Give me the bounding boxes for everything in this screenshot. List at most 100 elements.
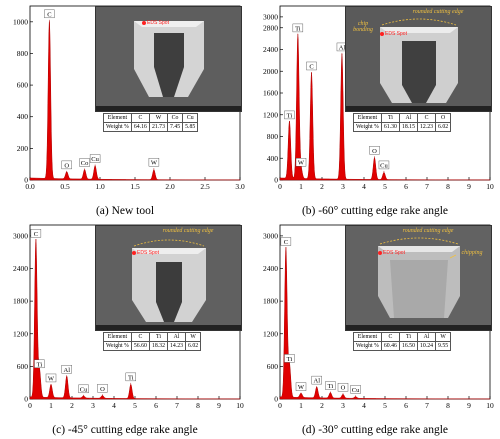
x-tick-label: 4 — [362, 182, 366, 191]
rounded-cutting-edge-label: rounded cutting edge — [412, 9, 464, 15]
peak-label: Cu — [80, 386, 88, 393]
peak-label: O — [372, 148, 377, 155]
peak-label: C — [309, 63, 313, 70]
eds-spot-marker: EDS Spot — [378, 250, 405, 256]
x-tick-label: 10 — [236, 401, 244, 410]
table-cell: 56.60 — [130, 341, 150, 351]
x-tick-label: 4 — [112, 401, 116, 410]
peak-label-box — [280, 237, 292, 246]
composition-table-a: Element C W Co Cu Weight % 64.16 21.73 7.45 5.85 — [103, 113, 199, 132]
panel-c: 0 600 1200 1800 2400 3000 0 1 2 3 4 5 6 7 8 9 10 C Ti W Al Cu… — [0, 219, 250, 439]
x-tick-label: 3 — [341, 401, 345, 410]
spectrum-area — [29, 239, 241, 400]
sem-image-a — [96, 7, 241, 111]
rounded-cutting-edge-label: rounded cutting edge — [162, 228, 214, 234]
peak-label: O — [64, 162, 69, 169]
table-header-cell: W — [148, 113, 168, 123]
y-tick-label: 0 — [274, 395, 278, 404]
peak-label-box — [295, 382, 307, 391]
y-tick-label: 1200 — [13, 329, 28, 338]
table-header-cell: Element — [103, 113, 132, 123]
y-tick-label: 3000 — [263, 12, 278, 21]
panel-b: 0 400 800 1200 1600 2000 2400 2800 3000 0 1 2 3 4 5 6 7 8… — [250, 0, 500, 219]
table-header-row: Element Ti Al C O — [353, 113, 452, 123]
y-tick-label: 0 — [274, 176, 278, 185]
sem-inset-c: rounded cutting edge EDS Spot — [95, 225, 242, 331]
table-header-cell: Al — [166, 332, 187, 342]
peak-label: Ti — [128, 374, 134, 381]
x-tick-label: 0.5 — [60, 182, 70, 191]
table-row-label: Weight % — [103, 341, 132, 351]
table-header-cell: W — [435, 332, 452, 342]
peak-label-box — [79, 158, 90, 167]
table-header-cell: Element — [353, 332, 382, 342]
peak-label-box — [148, 157, 160, 167]
peak-label-box — [311, 375, 322, 385]
y-tick-label: 2400 — [263, 264, 278, 273]
table-cell: 9.55 — [435, 341, 452, 351]
x-tick-label: 6 — [404, 401, 408, 410]
peak-label: Ti — [37, 361, 43, 368]
peak-label-box — [97, 384, 108, 393]
peak-label-box — [284, 110, 295, 120]
chip-bonding-label: chip bonding — [353, 21, 373, 33]
peak-label-box — [284, 354, 295, 363]
peak-label-box — [378, 160, 390, 170]
y-tick-label: 0 — [24, 176, 28, 185]
x-tick-label: 5 — [383, 182, 387, 191]
panel-a: 0 200 400 600 800 1000 0.0 0.5 1.0 1.5 2.0 2.5 3.0 C O… — [0, 0, 250, 219]
chipping-label: chipping — [461, 250, 483, 256]
sem-image-d — [346, 226, 491, 330]
peak-label: O — [100, 386, 105, 393]
peak-label: W — [48, 375, 55, 382]
table-header-cell: Ti — [398, 332, 418, 342]
peak-label-box — [45, 373, 57, 383]
table-header-cell: Al — [398, 113, 418, 123]
y-tick-label: 800 — [267, 132, 279, 141]
y-tick-label: 1200 — [263, 110, 278, 119]
y-tick-label: 2000 — [263, 67, 278, 76]
peak-label-box — [295, 158, 307, 167]
peak-label-box — [44, 9, 55, 19]
peak-label-box — [30, 229, 42, 238]
y-tick-label: 2400 — [263, 45, 278, 54]
peak-label: C — [47, 11, 51, 18]
table-header-cell: O — [435, 113, 452, 123]
x-tick-label: 9 — [467, 401, 471, 410]
x-tick-label: 5 — [133, 401, 137, 410]
peak-label: W — [151, 160, 158, 167]
table-header-cell: C — [130, 113, 150, 123]
x-tick-label: 2 — [320, 182, 324, 191]
table-cell: 14.23 — [166, 341, 187, 351]
peak-label-box — [350, 385, 361, 394]
peak-label: C — [34, 231, 38, 238]
x-tick-label: 3 — [341, 182, 345, 191]
eds-spot-marker: EDS Spot — [132, 250, 159, 256]
composition-table-d: Element C Ti Al W Weight % 60.46 16.50 10.24 9.55 — [353, 332, 452, 351]
x-tick-label: 1 — [49, 401, 53, 410]
peak-label: Al — [339, 44, 346, 51]
table-cell: 10.24 — [416, 341, 437, 351]
caption-c: (c) -45° cutting edge rake angle — [52, 424, 198, 436]
composition-table-b: Element Ti Al C O Weight % 61.30 18.15 12.23 6.02 — [353, 113, 452, 132]
sem-inset-a: EDS Spot — [95, 6, 242, 112]
table-cell: 12.23 — [416, 122, 437, 132]
peak-label-box — [369, 146, 380, 155]
peak-label: Cu — [91, 156, 99, 163]
x-tick-label: 0 — [278, 182, 282, 191]
spectrum-chart-b: 0 400 800 1200 1600 2000 2400 2800 3000 0 1 2 3 4 5 6 7 8… — [263, 5, 494, 191]
y-tick-label: 400 — [17, 112, 29, 121]
peak-label-box — [292, 23, 304, 33]
x-tick-label: 2 — [70, 401, 74, 410]
sem-info-bar — [96, 106, 241, 111]
table-header-cell: Cu — [182, 113, 199, 123]
sem-info-bar — [96, 325, 241, 330]
x-tick-label: 8 — [446, 182, 450, 191]
table-header-cell: Ti — [148, 332, 168, 342]
table-header-cell: Ti — [380, 113, 400, 123]
peak-label-box — [89, 154, 101, 163]
x-tick-label: 0 — [28, 401, 32, 410]
sem-info-bar — [346, 106, 491, 111]
x-tick-label: 1.5 — [130, 182, 140, 191]
